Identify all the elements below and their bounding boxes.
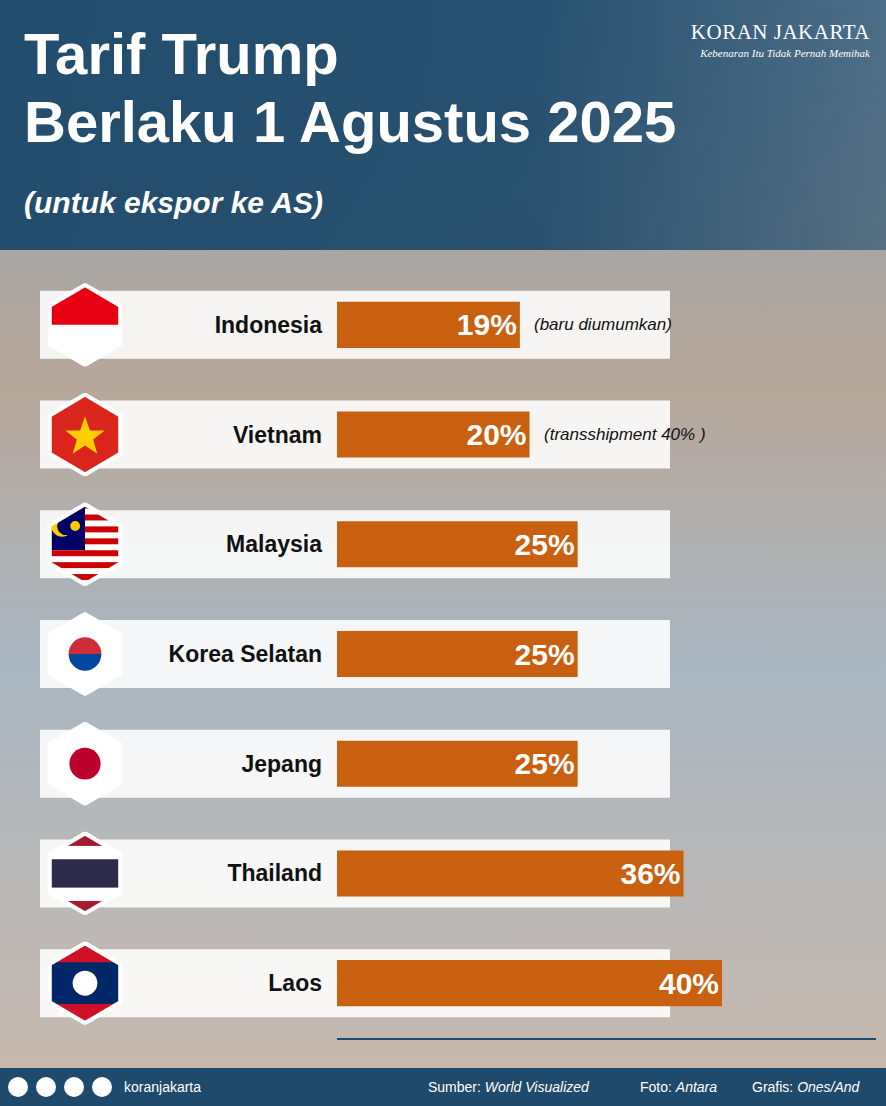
svg-text:40%: 40%: [659, 967, 719, 1000]
html-text:Sumber: World Visualized: Sumber: World Visualized: [428, 1079, 589, 1095]
svg-text:Laos: Laos: [268, 970, 322, 996]
svg-text:20%: 20%: [466, 418, 526, 451]
svg-text:Indonesia: Indonesia: [215, 312, 323, 338]
svg-text:36%: 36%: [620, 857, 680, 890]
html-text:Tarif Trump Berlaku 1 Agustus: Tarif Trump Berlaku 1 Agustus 2025: [24, 21, 677, 154]
html-text:Foto: Antara: Foto: Antara: [640, 1079, 717, 1095]
html-text:KORAN JAKARTA: KORAN JAKARTA: [690, 20, 870, 44]
html-text:Kebenaran Itu Tidak Pernah Mem: Kebenaran Itu Tidak Pernah Memihak: [700, 47, 870, 59]
svg-text:19%: 19%: [457, 308, 517, 341]
html-text:(untuk ekspor ke AS): (untuk ekspor ke AS): [24, 186, 323, 219]
svg-text:25%: 25%: [515, 528, 575, 561]
svg-text:Malaysia: Malaysia: [226, 531, 322, 557]
html-text:koranjakarta: koranjakarta: [124, 1079, 201, 1095]
html-text:Grafis: Ones/And: Grafis: Ones/And: [752, 1079, 860, 1095]
svg-text:Korea Selatan: Korea Selatan: [169, 641, 322, 667]
svg-text:25%: 25%: [515, 747, 575, 780]
svg-text:Vietnam: Vietnam: [233, 422, 322, 448]
svg-text:Jepang: Jepang: [241, 751, 322, 777]
svg-text:25%: 25%: [515, 638, 575, 671]
svg-text:(baru diumumkan): (baru diumumkan): [534, 315, 672, 334]
svg-text:Thailand: Thailand: [227, 860, 322, 886]
svg-text:(transshipment 40% ): (transshipment 40% ): [544, 425, 706, 444]
